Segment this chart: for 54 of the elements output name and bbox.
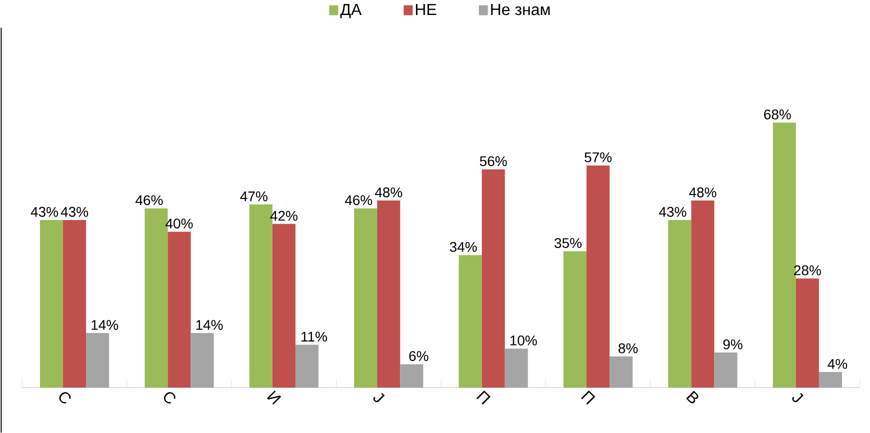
data-label: 14% [92,320,118,330]
data-label: 43% [60,206,88,217]
data-label: 57% [584,152,612,162]
data-label: 43% [30,206,58,217]
bar [354,208,378,388]
data-label: 47% [240,191,268,202]
bar [714,352,738,388]
data-label: 11% [302,332,327,342]
x-tick-label: В [686,390,698,404]
bar [40,220,64,388]
bar [86,333,110,388]
bar [504,348,528,388]
bar [377,200,400,388]
bar [458,255,482,388]
data-label: 46% [344,195,372,206]
x-tick-label: Ј [792,392,804,402]
x-tick-label: П [581,390,596,405]
x-tick-label: Ј [373,392,385,402]
bar [818,372,842,388]
data-label: 46% [136,195,163,206]
data-label: 68% [764,109,791,120]
bar [772,122,796,388]
bar [482,169,505,388]
bar [691,200,714,388]
legend-label: Не знам [491,4,550,16]
bar [190,333,214,388]
legend-label: ДА [340,4,362,18]
data-label: 43% [659,206,686,217]
data-label: 8% [618,343,638,354]
bar [796,278,819,388]
bar [400,364,424,388]
bar [295,344,318,388]
legend-label: НЕ [416,4,436,15]
bar [586,165,610,388]
bar [668,220,692,388]
data-label: 10% [510,335,537,346]
data-label: 48% [689,187,716,198]
data-label: 6% [409,351,428,361]
data-label: 56% [480,156,507,166]
bar [63,220,86,388]
bar [272,224,296,388]
bar [610,356,633,388]
x-tick-label: С [59,392,71,404]
data-label: 48% [374,187,402,198]
bar [168,232,191,388]
x-tick-label: С [164,392,176,404]
data-label: 34% [450,242,477,252]
data-label: 35% [554,238,582,248]
data-label: 4% [828,358,848,369]
data-label: 9% [723,339,742,350]
data-label: 14% [196,320,223,330]
x-tick-label: И [267,390,282,404]
bar [563,251,587,388]
x-tick-label: П [476,390,490,405]
